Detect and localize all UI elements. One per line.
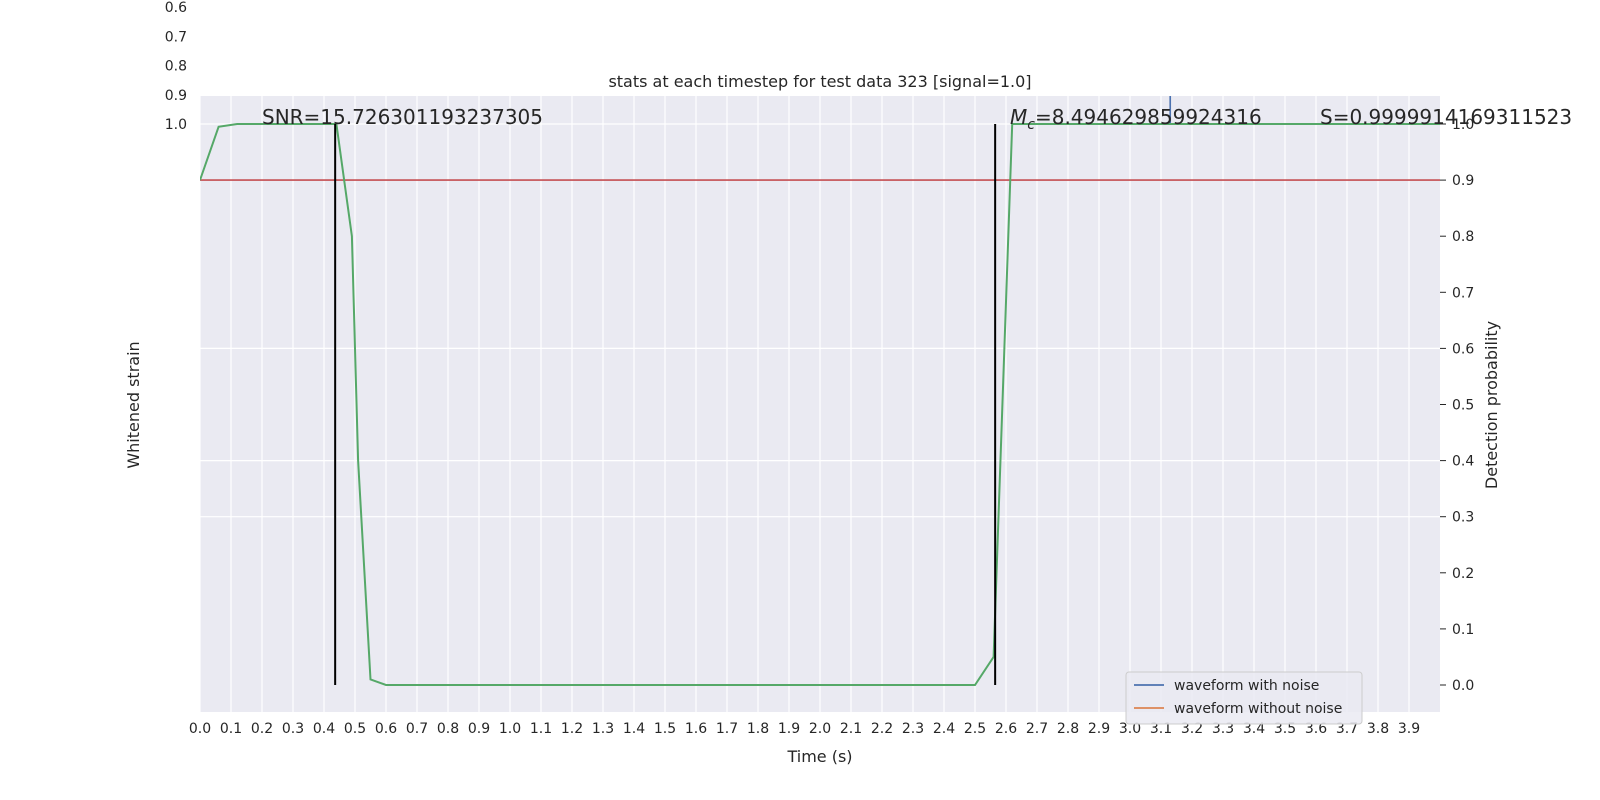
x-tick-label: 0.2 — [251, 721, 273, 737]
chart-title: stats at each timestep for test data 323… — [608, 72, 1031, 91]
x-tick-label: 1.4 — [623, 721, 645, 737]
y-right-tick-label: 0.8 — [1452, 229, 1474, 245]
x-tick-label: 1.0 — [499, 721, 521, 737]
x-tick-label: 2.7 — [1026, 721, 1048, 737]
x-tick-label: 1.2 — [561, 721, 583, 737]
x-tick-label: 0.3 — [282, 721, 304, 737]
x-axis-label: Time (s) — [786, 747, 852, 766]
x-tick-label: 3.1 — [1150, 721, 1172, 737]
x-tick-label: 0.1 — [220, 721, 242, 737]
x-tick-label: 2.8 — [1057, 721, 1079, 737]
x-tick-label: 3.5 — [1274, 721, 1296, 737]
y-right-tick-label: 0.1 — [1452, 622, 1474, 638]
x-tick-label: 2.3 — [902, 721, 924, 737]
y-left-tick-label: 0.9 — [165, 88, 187, 104]
y-left-tick-label: 0.8 — [165, 59, 187, 75]
x-tick-label: 3.9 — [1398, 721, 1420, 737]
x-tick-label: 3.2 — [1181, 721, 1203, 737]
x-tick-label: 1.7 — [716, 721, 738, 737]
y-right-tick-label: 0.3 — [1452, 510, 1474, 526]
x-tick-label: 0.7 — [406, 721, 428, 737]
y-right-tick-label: 0.0 — [1452, 678, 1474, 694]
x-tick-label: 3.4 — [1243, 721, 1265, 737]
y-right-tick-label: 0.4 — [1452, 454, 1474, 470]
y-right-tick-label: 0.9 — [1452, 173, 1474, 189]
chirp-mass-value: =8.494629859924316 — [1035, 105, 1262, 129]
x-tick-label: 0.8 — [437, 721, 459, 737]
x-tick-label: 1.5 — [654, 721, 676, 737]
x-tick-label: 1.6 — [685, 721, 707, 737]
y-axis-left-label: Whitened strain — [124, 341, 143, 468]
series-detection-probability — [200, 123, 1440, 686]
y-right-tick-label: 1.0 — [1452, 117, 1474, 133]
x-tick-label: 0.5 — [344, 721, 366, 737]
x-tick-label: 2.0 — [809, 721, 831, 737]
x-tick-label: 3.6 — [1305, 721, 1327, 737]
x-tick-label: 1.9 — [778, 721, 800, 737]
legend: waveform with noise waveform without noi… — [1125, 671, 1363, 725]
y-right-tick-label: 0.7 — [1452, 285, 1474, 301]
plot-series — [200, 96, 1440, 686]
chirp-mass-annotation: Mc=8.494629859924316 — [1010, 105, 1262, 133]
legend-box — [1125, 671, 1363, 725]
x-tick-label: 1.8 — [747, 721, 769, 737]
x-tick-label: 2.2 — [871, 721, 893, 737]
x-tick-label: 0.4 — [313, 721, 335, 737]
x-tick-label: 1.3 — [592, 721, 614, 737]
grid — [199, 6, 1440, 712]
x-tick-label: 3.0 — [1119, 721, 1141, 737]
y-right-tick-label: 0.5 — [1452, 398, 1474, 414]
y-left-tick-label: 0.7 — [165, 29, 187, 45]
x-tick-label: 0.0 — [189, 721, 211, 737]
y-left-tick-label: 0.6 — [165, 0, 187, 16]
x-tick-label: 3.7 — [1336, 721, 1358, 737]
x-tick-label: 2.6 — [995, 721, 1017, 737]
x-tick-label: 2.9 — [1088, 721, 1110, 737]
y-axis-right-label: Detection probability — [1482, 321, 1501, 489]
y-left-tick-label: 1.0 — [165, 117, 187, 133]
x-tick-label: 3.8 — [1367, 721, 1389, 737]
s-annotation: S=0.9999914169311523 — [1320, 105, 1572, 129]
x-tick-label: 2.5 — [964, 721, 986, 737]
legend-label-noise: waveform with noise — [1174, 678, 1319, 694]
x-tick-label: 2.4 — [933, 721, 955, 737]
chirp-mass-symbol: M — [1010, 105, 1027, 129]
y-axis-left-ticks: 1.00.90.80.70.60.50.40.30.20.10.0−0.1−0.… — [165, 0, 187, 133]
x-tick-label: 3.3 — [1212, 721, 1234, 737]
x-tick-label: 1.1 — [530, 721, 552, 737]
y-axis-right-ticks: 1.0 0.9 0.8 0.7 0.6 0.5 0.4 0.3 0.2 0.1 0.0 — [1440, 117, 1474, 694]
y-right-tick-label: 0.6 — [1452, 341, 1474, 357]
x-tick-label: 0.9 — [468, 721, 490, 737]
x-axis-ticks: 0.0 0.1 0.2 0.3 0.4 0.5 0.6 0.7 0.8 0.9 1.0 1.1 1.2 1… — [189, 721, 1420, 737]
chirp-mass-subscript: c — [1027, 117, 1035, 133]
y-right-tick-label: 0.2 — [1452, 566, 1474, 582]
x-tick-label: 2.1 — [840, 721, 862, 737]
legend-label-clean: waveform without noise — [1174, 701, 1342, 717]
x-tick-label: 0.6 — [375, 721, 397, 737]
snr-annotation: SNR=15.726301193237305 — [262, 105, 543, 129]
